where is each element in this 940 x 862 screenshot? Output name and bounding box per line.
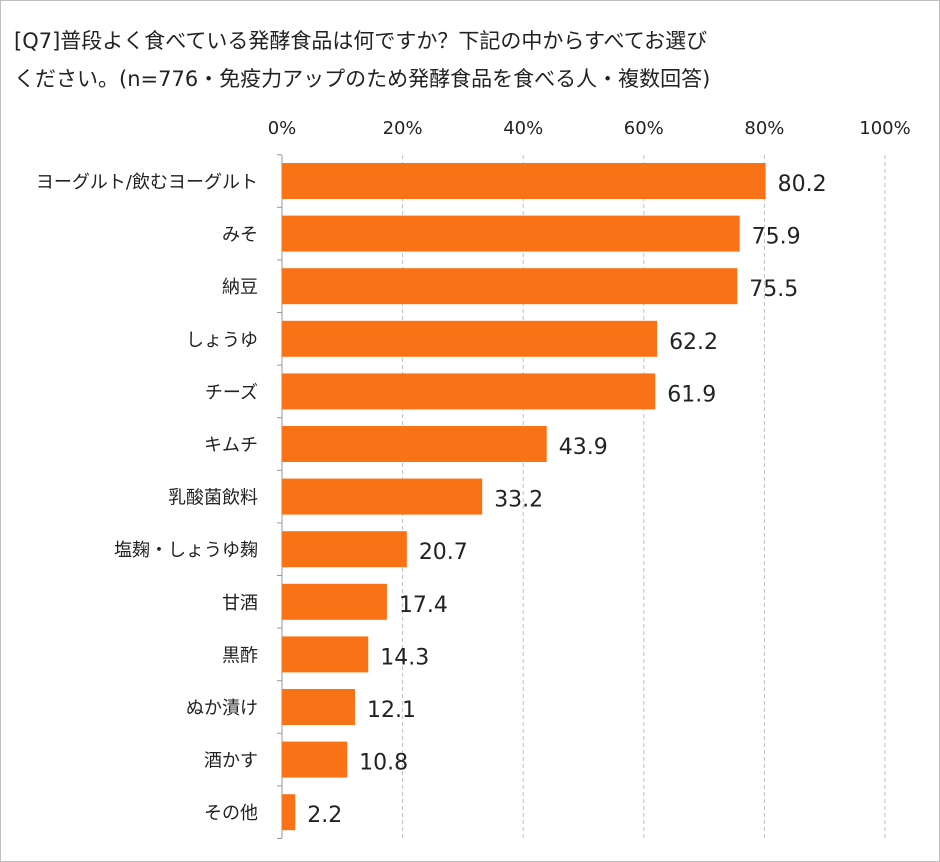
data-label: 20.7 <box>419 540 468 565</box>
chart-title: [Q7]普段よく食べている発酵食品は何ですか？下記の中からすべてお選び ください… <box>14 22 914 98</box>
title-line-2: ください。(n=776・免疫力アップのため発酵食品を食べる人・複数回答) <box>14 67 711 91</box>
bar <box>282 320 658 357</box>
data-label: 62.2 <box>669 330 718 355</box>
category-label: ヨーグルト/飲むヨーグルト <box>36 172 258 193</box>
bar <box>282 373 656 410</box>
data-label: 33.2 <box>494 488 543 513</box>
category-label: チーズ <box>205 382 258 403</box>
data-label: 75.9 <box>752 225 801 250</box>
bar <box>282 268 738 305</box>
bar <box>282 689 355 725</box>
data-label: 17.4 <box>399 593 448 618</box>
category-label: しょうゆ <box>186 330 258 351</box>
category-label: 乳酸菌飲料 <box>168 488 258 509</box>
bar <box>282 531 407 568</box>
data-label: 10.8 <box>359 751 408 776</box>
x-tick-label: 80% <box>744 118 784 139</box>
bar <box>282 426 547 462</box>
bar <box>282 741 348 778</box>
category-label: 酒かす <box>204 751 258 772</box>
bar <box>282 478 483 515</box>
x-tick-label: 40% <box>503 118 543 139</box>
data-label: 80.2 <box>778 172 827 197</box>
category-label: その他 <box>204 803 258 824</box>
data-label: 14.3 <box>380 645 429 670</box>
bar <box>282 583 387 620</box>
data-label: 12.1 <box>367 698 416 723</box>
category-label: 塩麹・しょうゆ麹 <box>114 540 258 561</box>
category-label: みそ <box>222 225 258 246</box>
x-tick-label: 60% <box>624 118 664 139</box>
category-label: ぬか漬け <box>186 698 258 719</box>
x-tick-label: 0% <box>268 118 297 139</box>
bar <box>282 215 740 252</box>
category-label: 納豆 <box>222 277 258 298</box>
category-label: 甘酒 <box>222 593 258 614</box>
data-label: 43.9 <box>559 435 608 460</box>
data-label: 61.9 <box>667 382 716 407</box>
title-line-1: [Q7]普段よく食べている発酵食品は何ですか？下記の中からすべてお選び <box>14 29 708 53</box>
data-label: 2.2 <box>307 803 342 828</box>
category-label: キムチ <box>204 435 258 456</box>
bar <box>282 163 766 199</box>
category-label: 黒酢 <box>222 645 258 666</box>
data-label: 75.5 <box>749 277 798 302</box>
x-tick-label: 100% <box>859 118 910 139</box>
bar <box>282 636 369 673</box>
x-tick-label: 20% <box>383 118 423 139</box>
bar <box>282 794 296 831</box>
